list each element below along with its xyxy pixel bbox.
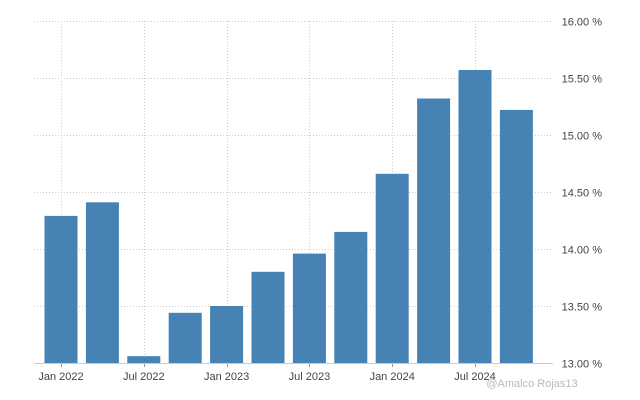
y-tick-label: 13.50 %: [562, 302, 603, 314]
bars: [44, 70, 533, 364]
y-tick-label: 16.00 %: [562, 17, 603, 29]
x-tick-label: Jul 2023: [289, 371, 331, 383]
y-tick-label: 13.00 %: [562, 359, 603, 371]
bar: [292, 253, 326, 363]
bar: [251, 271, 285, 363]
bar: [127, 356, 161, 363]
y-tick-label: 15.50 %: [562, 74, 603, 86]
bar: [458, 70, 492, 363]
x-tick-label: Jan 2023: [204, 371, 249, 383]
y-tick-label: 14.00 %: [562, 245, 603, 257]
bar: [334, 231, 368, 363]
bar: [85, 202, 119, 363]
x-axis: Jan 2022 Jul 2022 Jan 2023 Jul 2023 Jan 2024…: [34, 363, 553, 383]
x-tick-label: Jul 2024: [454, 371, 496, 383]
bar: [375, 173, 409, 363]
x-tick-label: Jul 2022: [123, 371, 165, 383]
x-tick-label: Jan 2022: [38, 371, 83, 383]
y-axis: 13.00 % 13.50 % 14.00 % 14.50 % 15.00 % 15.50…: [562, 17, 603, 371]
y-tick-label: 14.50 %: [562, 188, 603, 200]
bar: [417, 98, 451, 363]
bar: [168, 312, 202, 363]
x-tick-label: Jan 2024: [370, 371, 415, 383]
watermark-group: @Amalco Rojas13: [486, 378, 577, 390]
bar: [44, 215, 78, 363]
bar: [210, 306, 244, 363]
y-tick-label: 15.00 %: [562, 131, 603, 143]
bar: [499, 109, 533, 364]
watermark: @Amalco Rojas13: [486, 378, 577, 390]
